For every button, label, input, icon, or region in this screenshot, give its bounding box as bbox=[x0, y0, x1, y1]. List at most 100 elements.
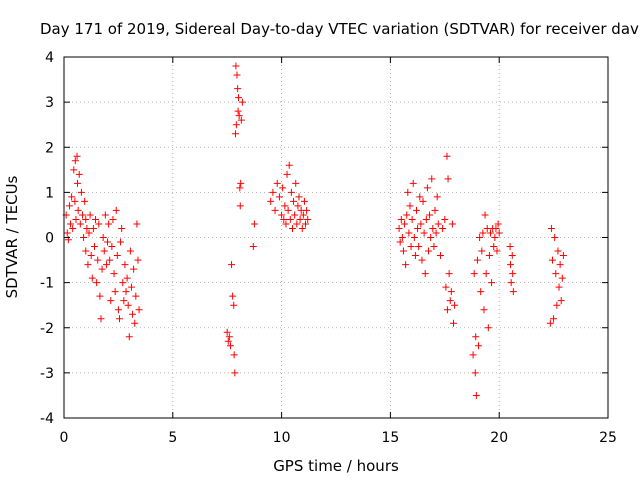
data-point bbox=[235, 112, 243, 120]
data-point bbox=[238, 98, 246, 106]
data-point bbox=[285, 161, 293, 169]
data-point bbox=[552, 270, 560, 278]
data-point bbox=[121, 261, 129, 269]
data-point bbox=[472, 333, 480, 341]
data-point bbox=[293, 220, 301, 228]
data-point bbox=[413, 206, 421, 214]
data-point bbox=[477, 288, 485, 296]
data-point bbox=[117, 238, 125, 246]
data-point bbox=[88, 274, 96, 282]
data-point bbox=[292, 179, 300, 187]
data-point bbox=[229, 292, 237, 300]
data-point bbox=[98, 265, 106, 273]
data-point bbox=[493, 247, 501, 255]
data-point bbox=[407, 243, 415, 251]
data-point bbox=[72, 215, 80, 223]
data-point bbox=[65, 202, 73, 210]
data-point bbox=[94, 256, 102, 264]
y-axis-label: SDTVAR / TECUs bbox=[3, 175, 21, 298]
data-point bbox=[494, 220, 502, 228]
data-point bbox=[226, 342, 234, 350]
data-point bbox=[282, 220, 290, 228]
data-point bbox=[73, 179, 81, 187]
data-point bbox=[298, 224, 306, 232]
data-point bbox=[82, 247, 90, 255]
data-point bbox=[508, 252, 516, 260]
data-point bbox=[89, 224, 97, 232]
data-point bbox=[80, 234, 88, 241]
data-point bbox=[507, 279, 515, 287]
data-point bbox=[115, 315, 123, 323]
data-point bbox=[112, 206, 120, 214]
data-point bbox=[288, 224, 296, 232]
data-point bbox=[235, 94, 243, 102]
data-point bbox=[427, 234, 435, 241]
data-point bbox=[304, 215, 312, 223]
data-point bbox=[471, 369, 479, 377]
x-tick-label: 15 bbox=[381, 430, 399, 446]
data-point bbox=[294, 202, 302, 210]
data-point bbox=[423, 184, 431, 192]
data-point bbox=[67, 220, 75, 228]
data-point bbox=[395, 224, 403, 232]
data-point bbox=[279, 184, 287, 192]
y-tick-label: -4 bbox=[40, 411, 54, 427]
grid bbox=[64, 57, 608, 418]
data-point bbox=[231, 369, 239, 377]
data-point bbox=[451, 301, 459, 309]
data-point bbox=[82, 215, 90, 223]
data-point bbox=[236, 202, 244, 210]
data-point bbox=[441, 215, 449, 223]
y-tick-label: -3 bbox=[40, 366, 54, 382]
data-point bbox=[70, 166, 78, 174]
data-point bbox=[428, 175, 436, 183]
data-point bbox=[234, 85, 242, 93]
data-point bbox=[76, 220, 84, 228]
data-point bbox=[472, 391, 480, 399]
data-point bbox=[509, 288, 517, 296]
data-point bbox=[284, 206, 292, 214]
data-point bbox=[485, 252, 493, 260]
data-point bbox=[77, 188, 85, 196]
data-point bbox=[558, 274, 566, 282]
data-point bbox=[69, 224, 77, 232]
data-point bbox=[507, 261, 515, 269]
x-tick-label: 20 bbox=[490, 430, 508, 446]
x-tick-label: 0 bbox=[60, 430, 69, 446]
data-point bbox=[555, 283, 563, 291]
data-point bbox=[234, 107, 242, 115]
data-point bbox=[402, 261, 410, 269]
data-point bbox=[450, 319, 458, 327]
data-point bbox=[436, 252, 444, 260]
data-point bbox=[479, 229, 487, 237]
data-points bbox=[62, 62, 567, 399]
data-point bbox=[420, 229, 428, 237]
y-tick-label: -1 bbox=[40, 276, 54, 292]
data-point bbox=[429, 224, 437, 232]
data-point bbox=[444, 175, 452, 183]
data-point bbox=[124, 301, 132, 309]
data-point bbox=[75, 170, 83, 178]
data-point bbox=[403, 211, 411, 219]
y-tick-label: 3 bbox=[45, 95, 54, 111]
data-point bbox=[509, 270, 517, 278]
data-point bbox=[448, 220, 456, 228]
data-point bbox=[118, 224, 126, 232]
data-point bbox=[434, 220, 442, 228]
data-point bbox=[283, 170, 291, 178]
data-point bbox=[269, 188, 277, 196]
data-point bbox=[101, 211, 109, 219]
data-point bbox=[488, 279, 496, 287]
axis-ticks: 0 5 10 15 20 25 -4 -3 -2 -1 0 1 2 3 4 bbox=[40, 50, 617, 446]
data-point bbox=[411, 252, 419, 260]
data-point bbox=[132, 292, 140, 300]
data-point bbox=[273, 179, 281, 187]
x-tick-label: 10 bbox=[273, 430, 291, 446]
data-point bbox=[275, 193, 283, 201]
data-point bbox=[223, 328, 231, 336]
data-point bbox=[554, 247, 562, 255]
data-point bbox=[421, 270, 429, 278]
data-point bbox=[83, 224, 91, 232]
data-point bbox=[225, 333, 233, 341]
data-point bbox=[476, 234, 484, 241]
